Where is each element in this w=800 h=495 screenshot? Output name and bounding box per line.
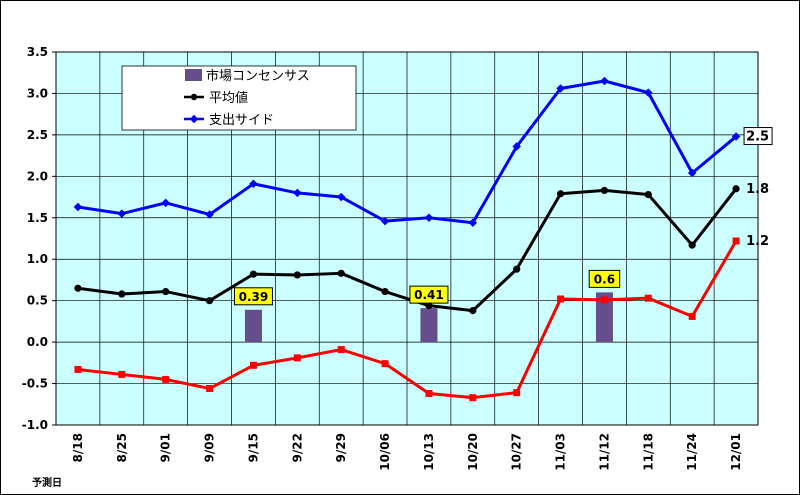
consensus-callout-label: 0.6 (594, 272, 615, 286)
x-tick-label: 9/09 (203, 433, 217, 462)
series-point-2 (600, 296, 608, 304)
series-point-1 (644, 190, 652, 199)
series-point-1 (162, 287, 170, 296)
series-point-0 (117, 209, 127, 218)
y-tick-label: 0.5 (27, 294, 48, 308)
series-point-0 (380, 216, 390, 226)
series-point-0 (73, 202, 83, 212)
series-point-2 (732, 237, 740, 245)
series-point-2 (118, 370, 126, 378)
y-tick-label: -1.0 (22, 418, 48, 432)
series-point-2 (337, 346, 345, 354)
series-point-2 (293, 354, 301, 362)
series-point-0 (293, 188, 302, 198)
x-tick-label: 10/13 (422, 433, 436, 471)
x-axis-title: 予測日 (32, 476, 62, 489)
consensus-callout-box (588, 269, 621, 288)
series-point-2 (206, 385, 214, 393)
y-tick-label: 0.0 (27, 335, 48, 349)
x-tick-label: 11/03 (554, 433, 568, 471)
series-point-0 (161, 198, 170, 208)
x-tick-label: 9/22 (290, 433, 304, 462)
series-point-1 (118, 290, 126, 298)
series-point-2 (688, 312, 696, 320)
legend-consensus-label: 市場コンセンサス (206, 68, 310, 84)
series-point-0 (468, 218, 478, 227)
y-tick-label: 1.5 (27, 211, 48, 225)
series-point-1 (513, 265, 521, 273)
x-tick-label: 9/01 (159, 433, 173, 462)
series-line-2 (77, 240, 738, 400)
x-tick-label: 10/20 (466, 433, 480, 471)
consensus-callout-box (233, 287, 273, 306)
series-point-2 (513, 389, 521, 397)
series-point-2 (249, 361, 257, 369)
series-point-1 (381, 287, 389, 296)
x-tick-label: 10/06 (378, 433, 392, 471)
x-tick-label: 10/27 (510, 433, 524, 471)
y-tick-label: 3.5 (27, 45, 48, 59)
x-tick-label: 12/01 (729, 433, 743, 471)
legend-expenditure-label: 支出サイド (209, 113, 274, 128)
series-point-1 (688, 241, 696, 249)
consensus-callout-label: 0.39 (239, 290, 269, 304)
series-point-1 (74, 284, 82, 292)
series-point-2 (469, 394, 477, 402)
series-point-2 (162, 375, 170, 383)
end-label: 1.2 (746, 234, 769, 249)
x-tick-label: 11/12 (597, 433, 611, 471)
x-tick-label: 9/29 (334, 433, 348, 462)
legend-consensus-swatch (185, 69, 202, 81)
series-point-1 (556, 190, 565, 198)
series-point-1 (337, 269, 345, 277)
series-point-2 (644, 294, 652, 302)
legend-average-label: 平均値 (209, 90, 248, 106)
series-point-1 (600, 186, 609, 195)
y-tick-label: 3.0 (27, 86, 48, 100)
plot-border (55, 51, 759, 426)
series-point-1 (293, 271, 301, 279)
series-point-0 (205, 210, 214, 219)
end-label-box (743, 127, 773, 146)
consensus-bar (595, 292, 613, 343)
x-tick-label: 8/18 (71, 433, 85, 462)
y-tick-label: -0.5 (22, 377, 48, 391)
series-line-1 (77, 187, 738, 313)
series-point-1 (469, 307, 477, 315)
x-tick-label: 9/15 (246, 433, 260, 462)
legend-box (121, 65, 357, 131)
x-tick-label: 11/18 (641, 433, 655, 471)
series-point-2 (425, 390, 433, 398)
series-point-2 (557, 295, 565, 303)
consensus-callout-label: 0.41 (414, 288, 444, 302)
legend-average-marker (190, 93, 198, 101)
y-tick-label: 2.5 (27, 128, 48, 142)
series-point-2 (381, 360, 389, 368)
series-point-0 (336, 192, 346, 202)
end-label: 1.8 (746, 182, 769, 197)
series-point-1 (425, 302, 433, 310)
series-point-1 (205, 297, 214, 305)
series-point-1 (732, 185, 740, 193)
series-point-0 (424, 213, 434, 223)
series-point-0 (249, 179, 258, 189)
consensus-callout-box (409, 285, 449, 304)
end-label: 2.5 (746, 130, 769, 145)
x-tick-label: 8/25 (115, 433, 129, 462)
y-tick-label: 1.0 (27, 252, 48, 266)
series-point-2 (74, 365, 82, 373)
consensus-bar (244, 309, 262, 343)
consensus-bar (420, 308, 438, 343)
legend-expenditure-marker (189, 114, 199, 124)
legend: 市場コンセンサス 平均値 支出サイド (121, 65, 357, 131)
y-tick-label: 2.0 (27, 169, 48, 183)
x-tick-label: 11/24 (685, 433, 699, 471)
series-line-0 (77, 79, 738, 225)
series-point-1 (249, 270, 258, 278)
